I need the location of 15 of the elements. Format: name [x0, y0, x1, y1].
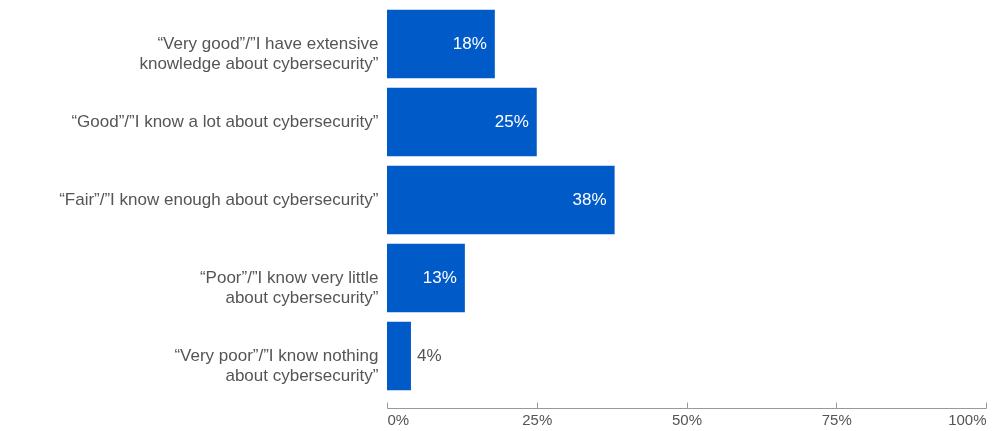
x-tick-label: 25%: [522, 410, 553, 428]
x-tick-label: 75%: [821, 410, 852, 428]
data-label: 13%: [422, 268, 457, 287]
x-tick-label: 50%: [671, 410, 703, 428]
x-tick-label: 100%: [948, 410, 987, 428]
x-tick-label: 0%: [387, 410, 410, 428]
y-tick-label: “Very poor”/”I know nothing about cybersecurity”: [174, 346, 379, 385]
y-tick-label: “Good”/”I know a lot about cybersecurity”: [71, 112, 379, 131]
y-tick-label: “Very good”/”I have extensive knowledge about cybersecurity”: [139, 34, 379, 73]
data-label: 25%: [494, 112, 529, 131]
y-tick-label: “Fair”/”I know enough about cybersecurity”: [59, 190, 379, 209]
data-label: 38%: [572, 190, 607, 209]
y-tick-label: “Poor”/”I know very little about cybersecurity”: [199, 268, 379, 307]
data-label: 18%: [452, 34, 487, 53]
data-label: 4%: [416, 346, 442, 365]
